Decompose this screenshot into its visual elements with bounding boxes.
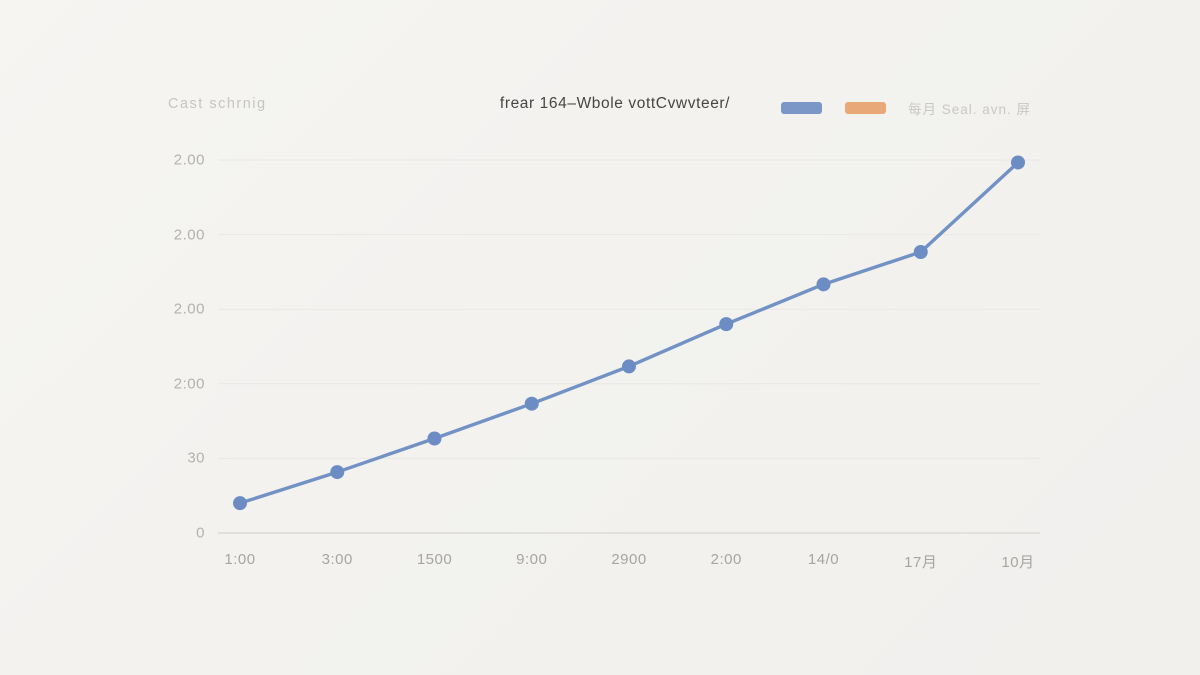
data-point[interactable] bbox=[719, 317, 734, 332]
gridlines bbox=[218, 159, 1040, 534]
y-tick-label: 2.00 bbox=[173, 226, 205, 244]
y-tick-label: 2:00 bbox=[173, 375, 205, 393]
data-point[interactable] bbox=[1011, 155, 1025, 170]
x-tick-label: 1:00 bbox=[224, 551, 256, 568]
legend: 每月 Seal. avn. 屏 bbox=[781, 98, 1031, 118]
x-tick-label: 9:00 bbox=[516, 551, 548, 568]
x-tick-label: 14/0 bbox=[807, 551, 840, 568]
y-tick-label: 2.00 bbox=[173, 151, 205, 169]
chart-corner-label: Cast schrnig bbox=[168, 96, 267, 112]
x-tick-label: 2:00 bbox=[710, 551, 742, 568]
series-line bbox=[238, 160, 1020, 505]
x-tick-label: 2900 bbox=[611, 551, 647, 568]
data-point[interactable] bbox=[233, 496, 247, 511]
data-point[interactable] bbox=[816, 277, 831, 292]
data-point[interactable] bbox=[427, 431, 442, 446]
data-point[interactable] bbox=[524, 396, 539, 411]
y-tick-label: 0 bbox=[196, 524, 205, 542]
y-tick-label: 30 bbox=[187, 449, 205, 467]
legend-swatch-orange[interactable] bbox=[845, 102, 886, 114]
y-tick-label: 2.00 bbox=[173, 300, 205, 318]
legend-label: 每月 Seal. avn. 屏 bbox=[908, 102, 1032, 117]
x-tick-label: 10月 bbox=[1001, 554, 1035, 571]
x-tick-label: 3:00 bbox=[321, 551, 353, 568]
data-point[interactable] bbox=[330, 465, 345, 480]
data-point[interactable] bbox=[913, 245, 928, 260]
chart-title: frear 164–Wbole vottCvwvteer/ bbox=[499, 95, 731, 112]
x-tick-label: 17月 bbox=[904, 554, 938, 571]
data-series bbox=[233, 155, 1025, 511]
legend-swatch-blue[interactable] bbox=[781, 102, 822, 114]
data-point[interactable] bbox=[622, 359, 636, 374]
x-tick-label: 1500 bbox=[416, 551, 453, 568]
